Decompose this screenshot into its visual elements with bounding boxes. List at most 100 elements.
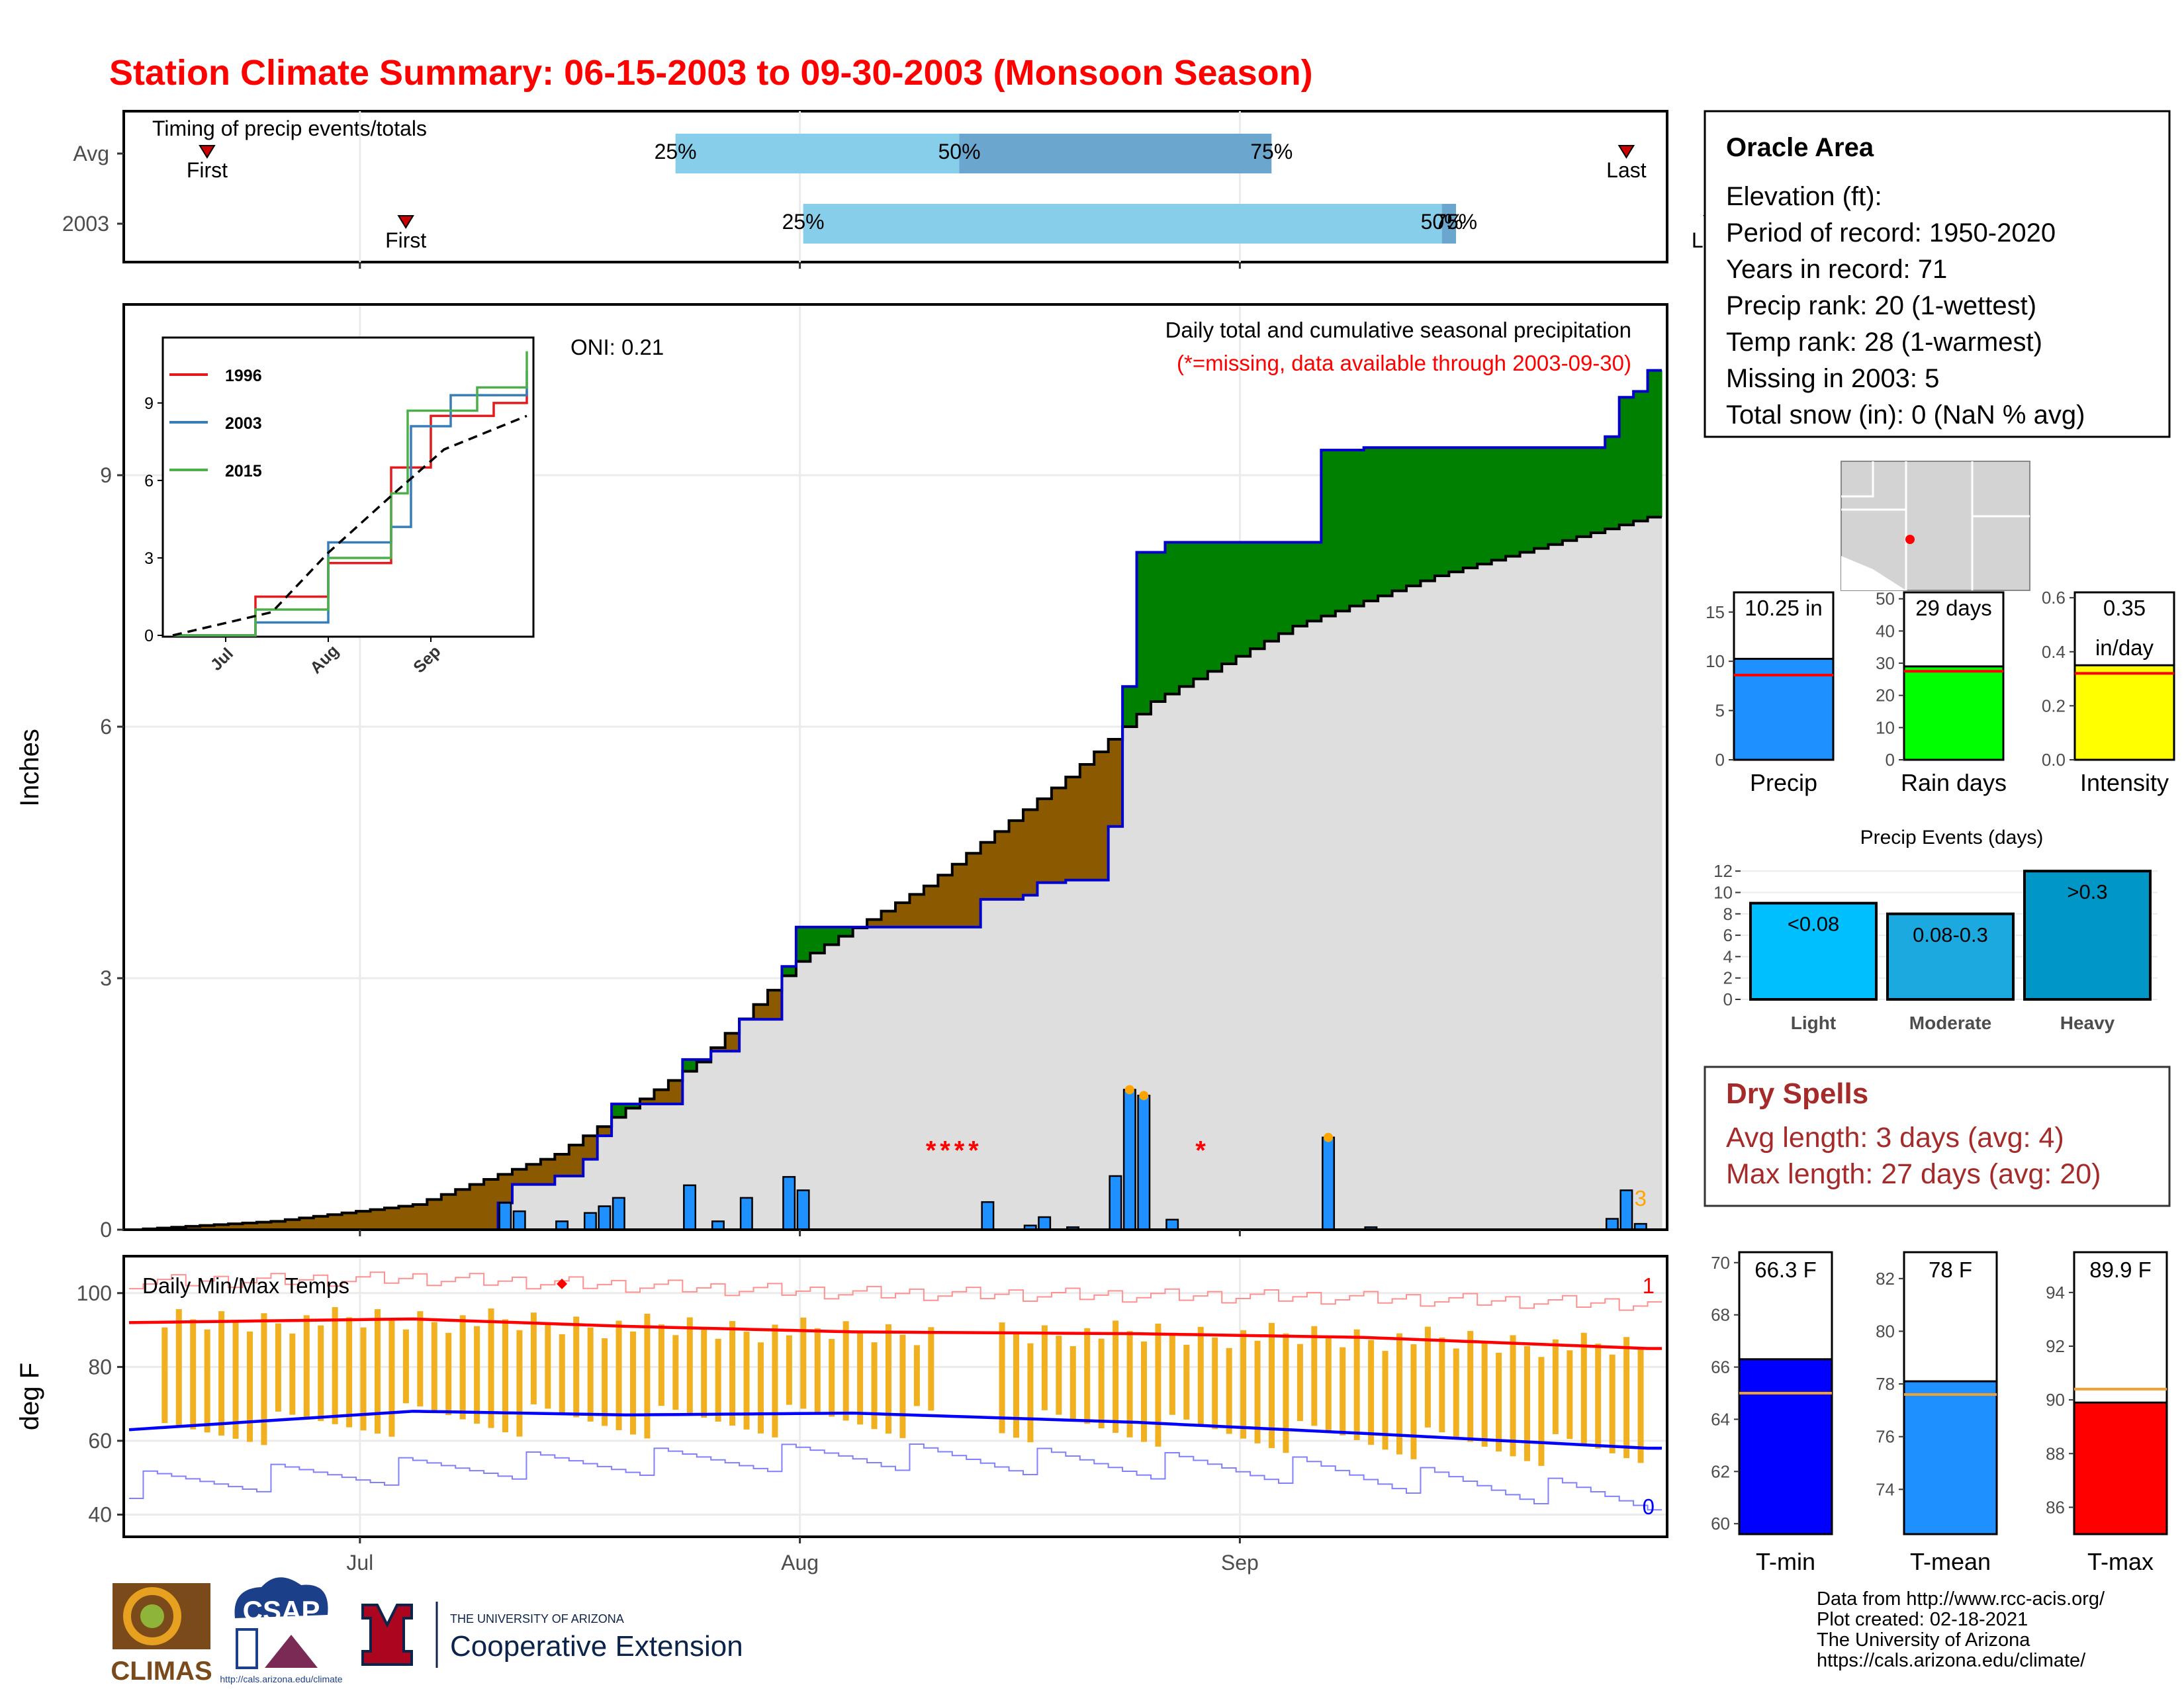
tmean-tick-label: 78 xyxy=(1876,1374,1895,1394)
deficit-segment xyxy=(328,1214,343,1230)
surplus-segment xyxy=(1306,542,1322,621)
surplus-segment xyxy=(625,1104,641,1109)
normal-area-segment xyxy=(824,944,839,1230)
daily-temp-range-bar xyxy=(800,1317,807,1409)
daily-precip-bar xyxy=(1605,1218,1619,1231)
deficit-segment xyxy=(271,1221,286,1230)
normal-area-segment xyxy=(839,936,854,1230)
daily-temp-range-bar xyxy=(686,1317,693,1414)
timing-p25-label: 25% xyxy=(782,210,825,234)
normal-area-segment xyxy=(1193,678,1208,1230)
tmax-bar xyxy=(2073,1401,2168,1535)
deficit-segment xyxy=(285,1219,300,1230)
normal-area-segment xyxy=(1293,626,1308,1230)
daily-temp-range-bar xyxy=(459,1315,466,1420)
precip-ylabel: Inches xyxy=(15,729,44,807)
timing-label: Timing of precip events/totals xyxy=(152,116,427,140)
intensity-label: Intensity xyxy=(2080,769,2169,796)
daily-precip-bar xyxy=(1038,1216,1052,1231)
missing-note: (*=missing, data available through 2003-… xyxy=(1177,351,1631,375)
ua-big: Cooperative Extension xyxy=(450,1630,743,1663)
daily-temp-range-bar xyxy=(175,1309,182,1426)
daily-temp-range-bar xyxy=(232,1321,239,1439)
timing-panel: Timing of precip events/totals Avg 25% 50%… xyxy=(62,110,1731,269)
tmax-tick-label: 88 xyxy=(2046,1443,2065,1463)
normal-area-segment xyxy=(1264,641,1279,1230)
normal-area-segment xyxy=(1520,552,1535,1230)
deficit-segment xyxy=(654,1089,669,1104)
daily-temp-range-bar xyxy=(701,1328,707,1418)
daily-precip-bar xyxy=(598,1205,612,1231)
normal-area-segment xyxy=(1477,564,1492,1230)
record-high-marker xyxy=(557,1278,568,1289)
ua-logo: THE UNIVERSITY OF ARIZONA Cooperative Ex… xyxy=(361,1602,743,1668)
deficit-segment xyxy=(370,1209,385,1230)
surplus-segment xyxy=(1520,447,1535,553)
temp-count-high: 1 xyxy=(1643,1273,1655,1298)
daily-temp-range-bar xyxy=(502,1319,508,1433)
deficit-segment xyxy=(668,1080,683,1104)
daily-temp-range-bar xyxy=(1027,1343,1034,1443)
daily-temp-range-bar xyxy=(1467,1330,1474,1442)
info-line: Years in record: 71 xyxy=(1726,255,1947,284)
deficit-segment xyxy=(200,1225,215,1230)
surplus-segment xyxy=(1506,447,1521,557)
daily-temp-range-bar xyxy=(488,1308,494,1428)
daily-temp-range-bar xyxy=(814,1328,821,1413)
surplus-segment xyxy=(782,966,797,976)
events-value-label: 0.08-0.3 xyxy=(1913,923,1988,946)
normal-area-segment xyxy=(810,953,825,1230)
events-category-label: Moderate xyxy=(1909,1013,1991,1033)
daily-temp-range-bar xyxy=(1396,1333,1402,1455)
tmin-tick-label: 68 xyxy=(1711,1305,1730,1325)
events-bar xyxy=(2023,870,2152,1001)
daily-temp-range-bar xyxy=(1567,1350,1573,1440)
surplus-segment xyxy=(1349,450,1365,606)
deficit-segment xyxy=(313,1216,328,1230)
normal-area-segment xyxy=(995,899,1010,1230)
daily-precip-bar xyxy=(583,1212,597,1231)
normal-area-segment xyxy=(555,1175,570,1230)
tmax-label: T-max xyxy=(2087,1548,2154,1575)
deficit-segment xyxy=(640,1099,655,1104)
temp-ytick-label: 40 xyxy=(88,1503,112,1527)
events-title: Precip Events (days) xyxy=(1860,827,2044,848)
last-event-marker xyxy=(1617,145,1635,159)
normal-area-segment xyxy=(1321,616,1336,1230)
daily-temp-range-bar xyxy=(1325,1336,1332,1431)
deficit-segment xyxy=(1023,809,1038,895)
daily-temp-range-bar xyxy=(360,1327,367,1431)
tmin-tick-label: 64 xyxy=(1711,1409,1730,1429)
footer-line: https://cals.arizona.edu/climate/ xyxy=(1817,1650,2086,1671)
tmean-tick-label: 82 xyxy=(1876,1269,1895,1289)
daily-temp-range-bar xyxy=(1041,1325,1048,1410)
daily-temp-range-bar xyxy=(1552,1339,1559,1434)
normal-area-segment xyxy=(1094,880,1109,1230)
deficit-segment xyxy=(540,1159,555,1185)
inset-legend-label: 2015 xyxy=(225,462,262,480)
precip-tick-label: 10 xyxy=(1706,651,1725,671)
rain_days-bar xyxy=(1903,665,2005,761)
daily-temp-range-bar xyxy=(374,1309,381,1434)
ua-a-mark xyxy=(361,1604,413,1666)
surplus-segment xyxy=(1576,447,1592,537)
daily-temp-range-bar xyxy=(857,1332,864,1425)
rain_days-tick-label: 10 xyxy=(1876,717,1895,737)
surplus-segment xyxy=(1335,450,1350,612)
daily-temp-range-bar xyxy=(1113,1320,1119,1433)
daily-temp-range-bar xyxy=(1084,1328,1091,1424)
deficit-segment xyxy=(1037,798,1052,883)
daily-temp-range-bar xyxy=(1056,1336,1062,1415)
daily-temp-range-bar xyxy=(573,1316,580,1418)
daily-temp-range-bar xyxy=(1623,1337,1630,1459)
record-low-envelope xyxy=(129,1443,1662,1511)
record-high-envelope xyxy=(129,1271,1662,1311)
normal-area-segment xyxy=(1236,656,1251,1230)
daily-temp-range-bar xyxy=(1382,1351,1388,1450)
missing-marker: * xyxy=(940,1136,950,1165)
daily-temp-range-bar xyxy=(332,1306,338,1424)
deficit-segment xyxy=(1094,752,1109,880)
deficit-segment xyxy=(881,911,896,927)
normal-area-segment xyxy=(1179,686,1194,1230)
surplus-segment xyxy=(1392,447,1407,591)
